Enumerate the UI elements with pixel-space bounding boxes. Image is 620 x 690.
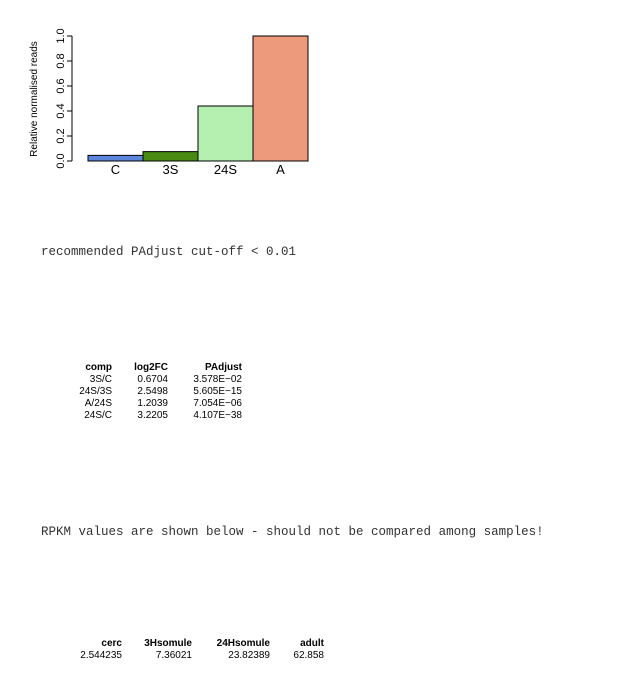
rpkm-header-row: cerc 3Hsomule 24Hsomule adult bbox=[70, 638, 324, 650]
comparison-header-row: comp log2FC PAdjust bbox=[70, 362, 242, 374]
table-row: A/24S 1.2039 7.054E−06 bbox=[70, 398, 242, 410]
y-axis-label: Relative normalised reads bbox=[29, 41, 40, 157]
log2fc-cell: 2.5498 bbox=[137, 386, 168, 397]
y-tick-label: 0.2 bbox=[55, 128, 67, 143]
col-header-padjust: PAdjust bbox=[204, 362, 242, 373]
padjust-cell: 5.605E−15 bbox=[193, 386, 242, 397]
x-tick-label: A bbox=[276, 162, 285, 177]
x-tick-label: 24S bbox=[214, 162, 237, 177]
comparison-table: comp log2FC PAdjust 3S/C 0.6704 3.578E−0… bbox=[70, 362, 242, 422]
rpkm-adult-cell: 62.858 bbox=[293, 650, 324, 661]
y-tick-label: 0.0 bbox=[55, 153, 67, 168]
col-header-log2fc: log2FC bbox=[134, 362, 168, 373]
table-row: 3S/C 0.6704 3.578E−02 bbox=[70, 374, 242, 386]
col-header-24hsomule: 24Hsomule bbox=[216, 638, 270, 649]
col-header-cerc: cerc bbox=[101, 638, 122, 649]
comp-cell: 3S/C bbox=[89, 374, 112, 385]
rpkm-note: RPKM values are shown below - should not… bbox=[41, 525, 544, 539]
log2fc-cell: 1.2039 bbox=[137, 398, 168, 409]
x-tick-label: 3S bbox=[163, 162, 179, 177]
bar-24s bbox=[197, 105, 254, 162]
col-header-comp: comp bbox=[85, 362, 112, 373]
y-tick-label: 0.4 bbox=[55, 103, 67, 118]
y-axis: 0.0 0.2 0.4 0.6 0.8 1.0 bbox=[55, 28, 73, 169]
bars bbox=[87, 35, 309, 162]
comp-cell: 24S/3S bbox=[79, 386, 112, 397]
y-tick-label: 0.6 bbox=[55, 78, 67, 93]
table-row: 24S/3S 2.5498 5.605E−15 bbox=[70, 386, 242, 398]
comp-cell: 24S/C bbox=[84, 410, 112, 421]
x-tick-label: C bbox=[111, 162, 120, 177]
padjust-cell: 4.107E−38 bbox=[193, 410, 242, 421]
table-row: 24S/C 3.2205 4.107E−38 bbox=[70, 410, 242, 422]
x-tick-labels: C 3S 24S A bbox=[111, 162, 285, 177]
bar-3s bbox=[142, 151, 199, 162]
cutoff-note: recommended PAdjust cut-off < 0.01 bbox=[41, 245, 297, 259]
rpkm-cerc-cell: 2.544235 bbox=[80, 650, 122, 661]
rpkm-table: cerc 3Hsomule 24Hsomule adult 2.544235 7… bbox=[70, 638, 324, 662]
padjust-cell: 3.578E−02 bbox=[193, 374, 242, 385]
table-row: 2.544235 7.36021 23.82389 62.858 bbox=[70, 650, 324, 662]
col-header-3hsomule: 3Hsomule bbox=[144, 638, 192, 649]
bar-c bbox=[87, 154, 144, 162]
rpkm-3hsomule-cell: 7.36021 bbox=[155, 650, 192, 661]
padjust-cell: 7.054E−06 bbox=[193, 398, 242, 409]
rpkm-24hsomule-cell: 23.82389 bbox=[228, 650, 270, 661]
y-tick-label: 1.0 bbox=[55, 28, 67, 43]
log2fc-cell: 0.6704 bbox=[137, 374, 168, 385]
y-tick-label: 0.8 bbox=[55, 53, 67, 68]
bar-a bbox=[252, 35, 309, 162]
comp-cell: A/24S bbox=[84, 398, 112, 409]
col-header-adult: adult bbox=[300, 638, 324, 649]
bar-chart: 0.0 0.2 0.4 0.6 0.8 1.0 C 3S 24S A Relative norm… bbox=[29, 28, 309, 177]
log2fc-cell: 3.2205 bbox=[137, 410, 168, 421]
